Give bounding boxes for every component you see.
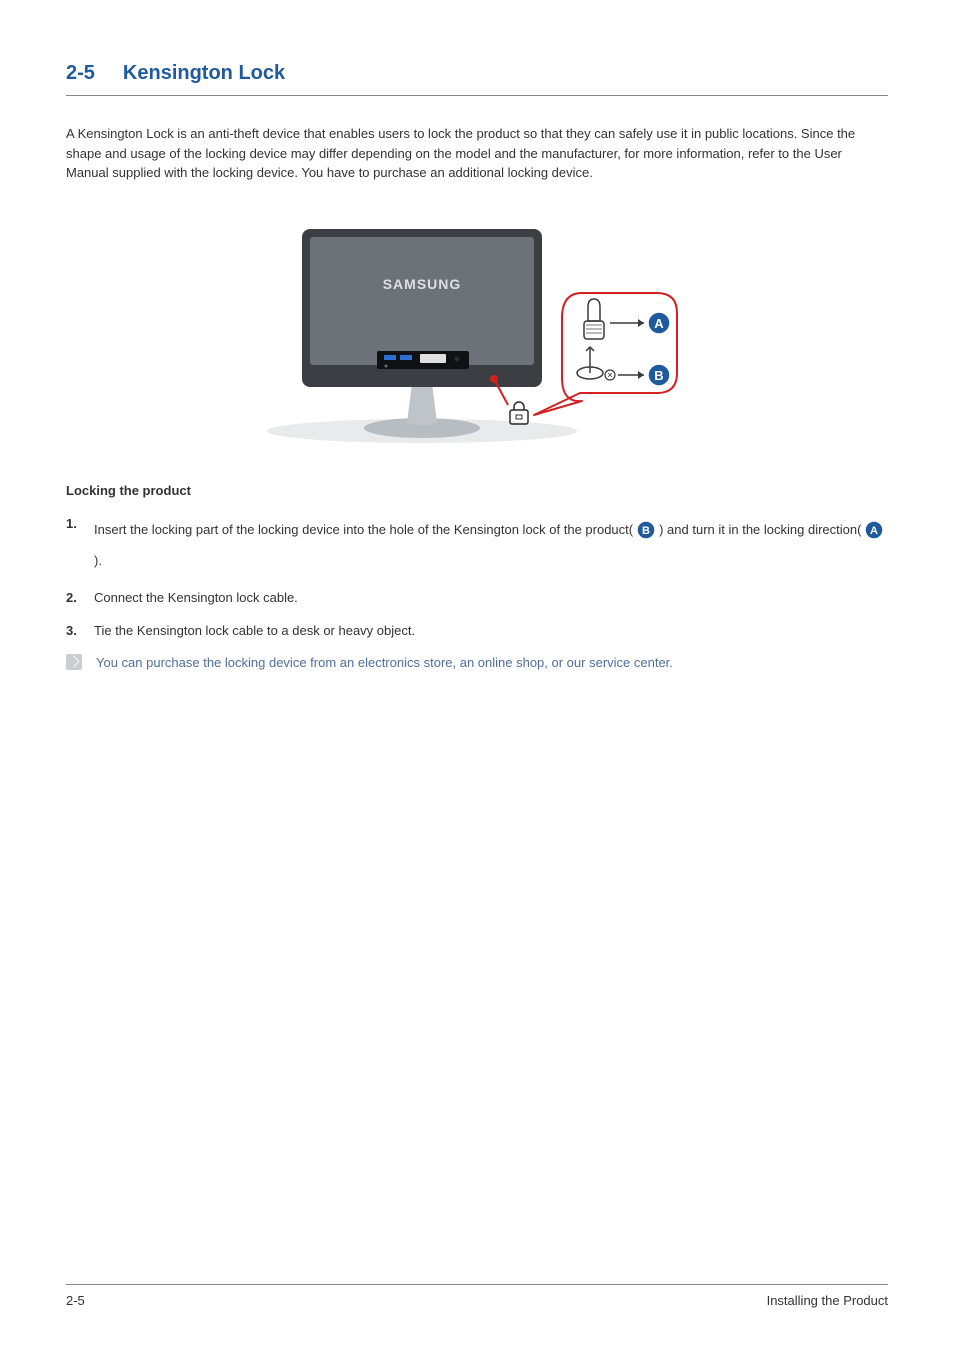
illustration: SAMSUNG bbox=[66, 223, 888, 453]
step-1-post: ). bbox=[94, 553, 102, 568]
svg-text:B: B bbox=[654, 368, 663, 383]
section-heading: 2-5 Kensington Lock bbox=[66, 62, 888, 85]
note-icon bbox=[66, 654, 82, 670]
footer-right: Installing the Product bbox=[767, 1293, 888, 1308]
note-text: You can purchase the locking device from… bbox=[96, 653, 673, 673]
step-1: Insert the locking part of the locking d… bbox=[66, 514, 888, 576]
kensington-diagram: SAMSUNG bbox=[262, 223, 692, 448]
section-number: 2-5 bbox=[66, 62, 95, 84]
intro-paragraph: A Kensington Lock is an anti-theft devic… bbox=[66, 124, 888, 183]
svg-text:B: B bbox=[642, 525, 650, 537]
steps-list: Insert the locking part of the locking d… bbox=[66, 514, 888, 642]
monitor-logo: SAMSUNG bbox=[383, 276, 462, 292]
svg-text:A: A bbox=[870, 525, 878, 537]
badge-b-inline-icon: B bbox=[635, 519, 657, 541]
badge-a-inline-icon: A bbox=[863, 519, 885, 541]
svg-text:A: A bbox=[654, 316, 664, 331]
footer-left: 2-5 bbox=[66, 1293, 85, 1308]
note: You can purchase the locking device from… bbox=[66, 653, 888, 673]
footer-rule bbox=[66, 1284, 888, 1285]
step-1-pre: Insert the locking part of the locking d… bbox=[94, 522, 633, 537]
step-2: Connect the Kensington lock cable. bbox=[66, 588, 888, 609]
step-1-mid: ) and turn it in the locking direction( bbox=[659, 522, 861, 537]
section-rule bbox=[66, 95, 888, 96]
page-footer: 2-5 Installing the Product bbox=[66, 1284, 888, 1308]
subheading: Locking the product bbox=[66, 483, 888, 498]
section-title-text: Kensington Lock bbox=[123, 62, 285, 84]
step-3: Tie the Kensington lock cable to a desk … bbox=[66, 621, 888, 642]
